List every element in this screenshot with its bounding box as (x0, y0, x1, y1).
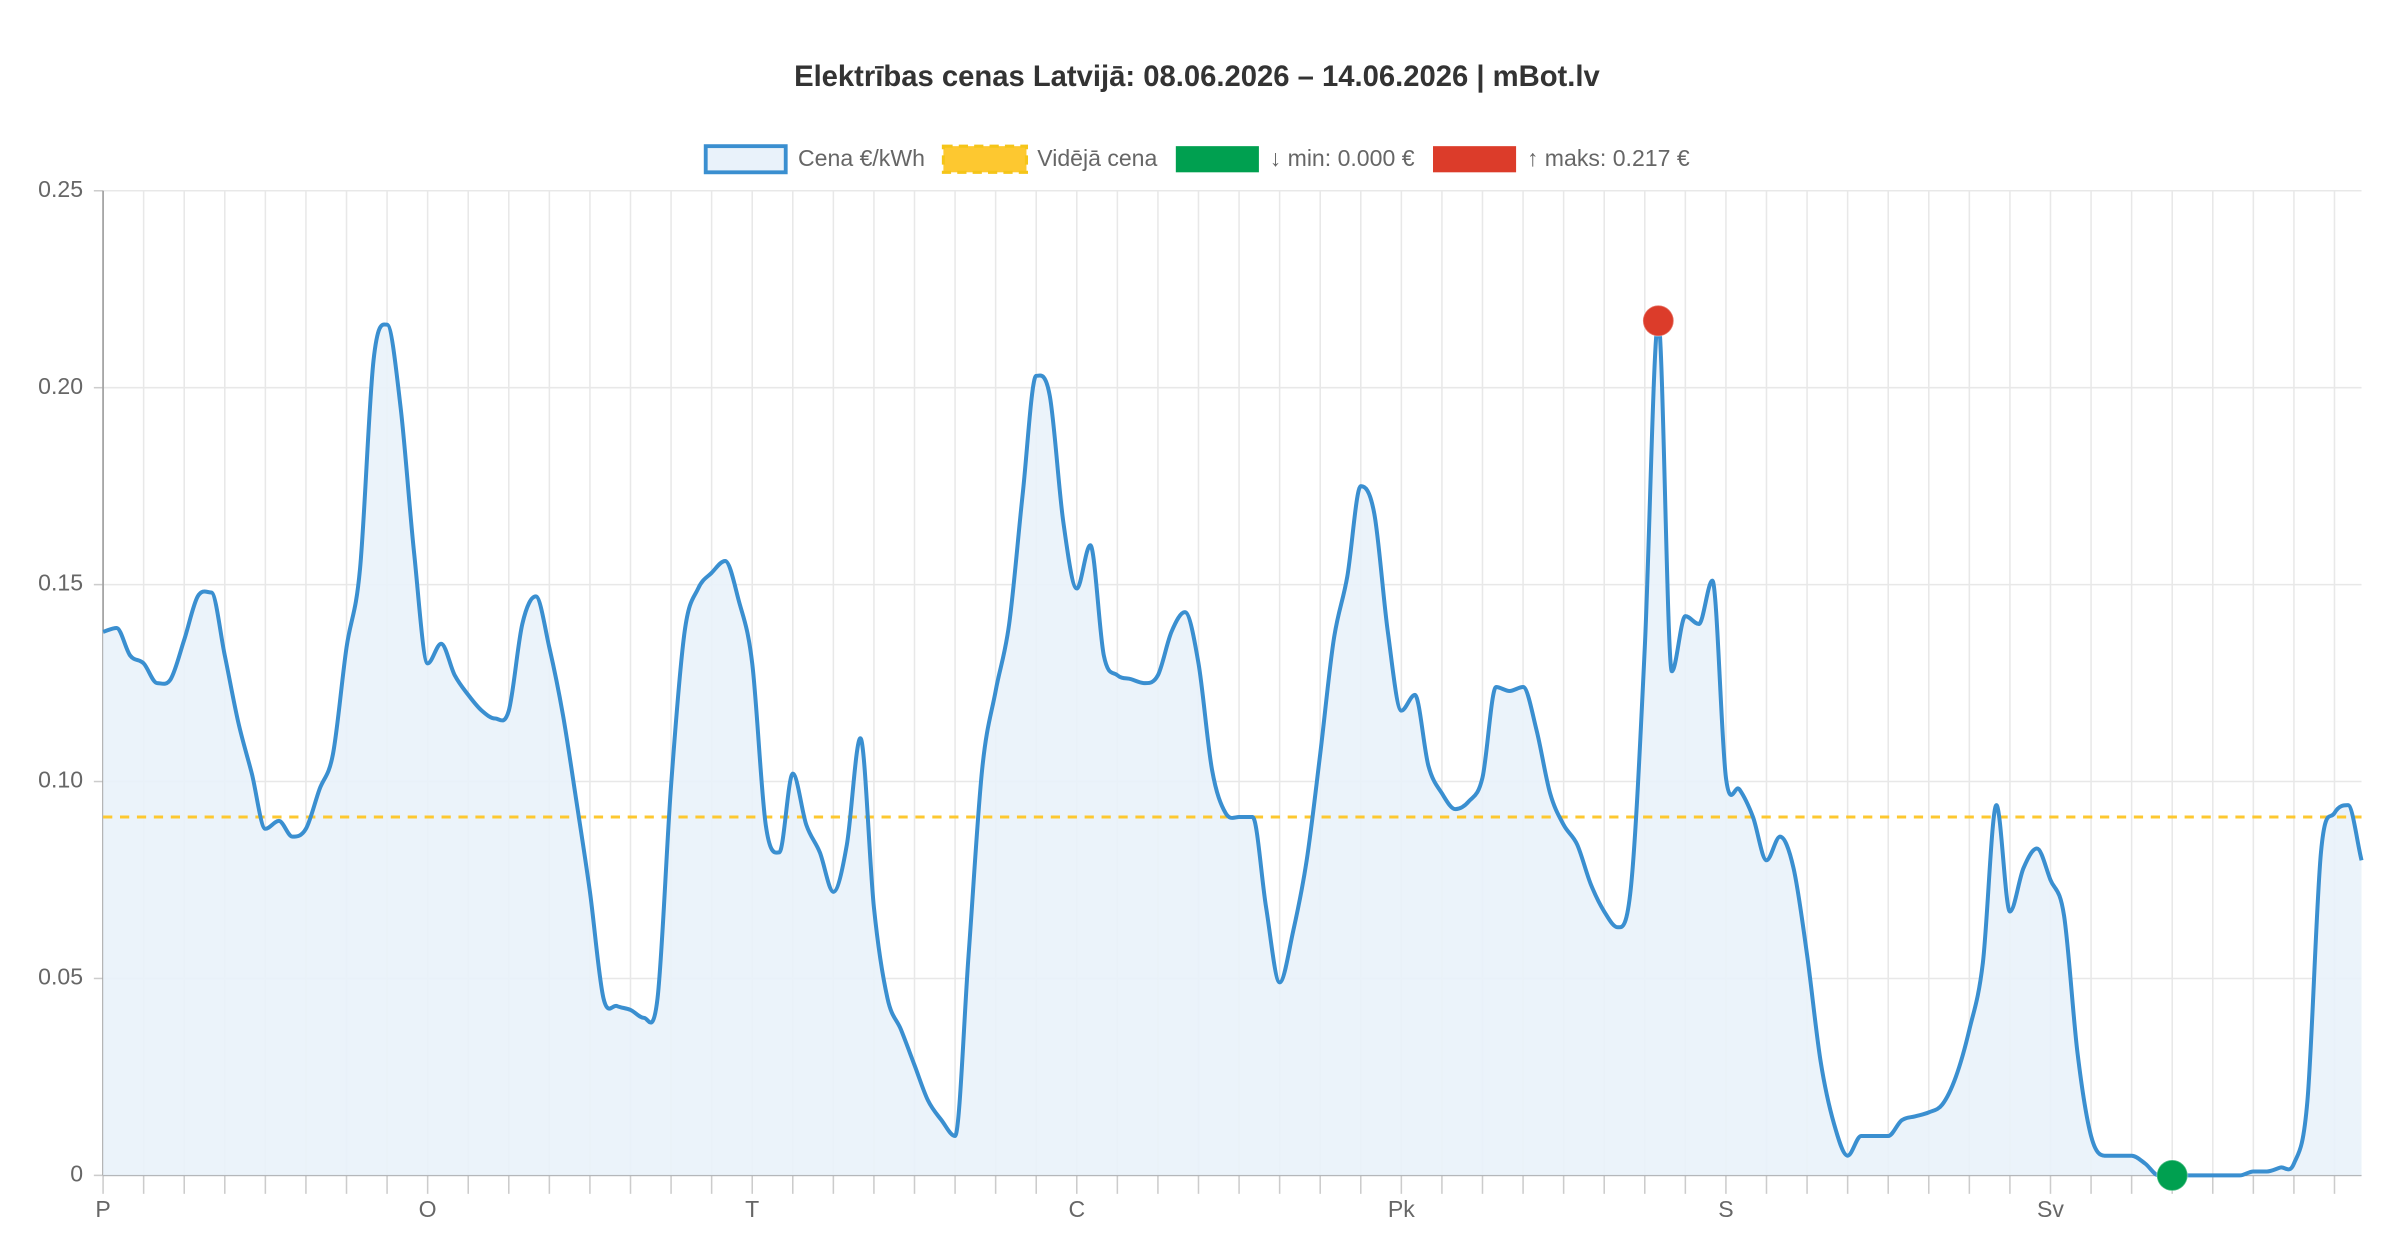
x-tick-label: O (419, 1196, 437, 1222)
x-tick-label: S (1718, 1196, 1733, 1222)
legend-label: ↓ min: 0.000 € (1270, 145, 1415, 171)
area (103, 320, 2362, 1176)
legend-swatch (1433, 146, 1517, 173)
line (102, 318, 2364, 1178)
y-tick-label: 0.15 (38, 570, 83, 596)
legend-swatch (1175, 146, 1259, 173)
y-tick-label: 0.25 (38, 176, 83, 202)
legend-swatch (703, 144, 788, 175)
legend: Cena €/kWh Vidējā cena ↓ min: 0.000 € ↑ mak… (703, 144, 1690, 175)
min-marker (2156, 1159, 2189, 1192)
y-tick-label: 0 (70, 1160, 83, 1186)
legend-label: Cena €/kWh (798, 145, 925, 171)
x-tick-label: Sv (2037, 1196, 2064, 1222)
x-tick-label: Pk (1388, 1196, 1415, 1222)
x-tick-label: C (1068, 1196, 1085, 1222)
y-tick-label: 0.20 (38, 373, 83, 399)
legend-label: Vidējā cena (1037, 145, 1157, 171)
max-marker (1642, 304, 1675, 337)
x-tick-label: T (745, 1196, 759, 1222)
chart-title: Elektrības cenas Latvijā: 08.06.2026 – 1… (794, 61, 1600, 93)
legend-label: ↑ maks: 0.217 € (1527, 145, 1690, 171)
x-tick-label: P (95, 1196, 110, 1222)
y-tick-label: 0.05 (38, 964, 83, 990)
legend-swatch (941, 144, 1029, 174)
y-tick-label: 0.10 (38, 767, 83, 793)
